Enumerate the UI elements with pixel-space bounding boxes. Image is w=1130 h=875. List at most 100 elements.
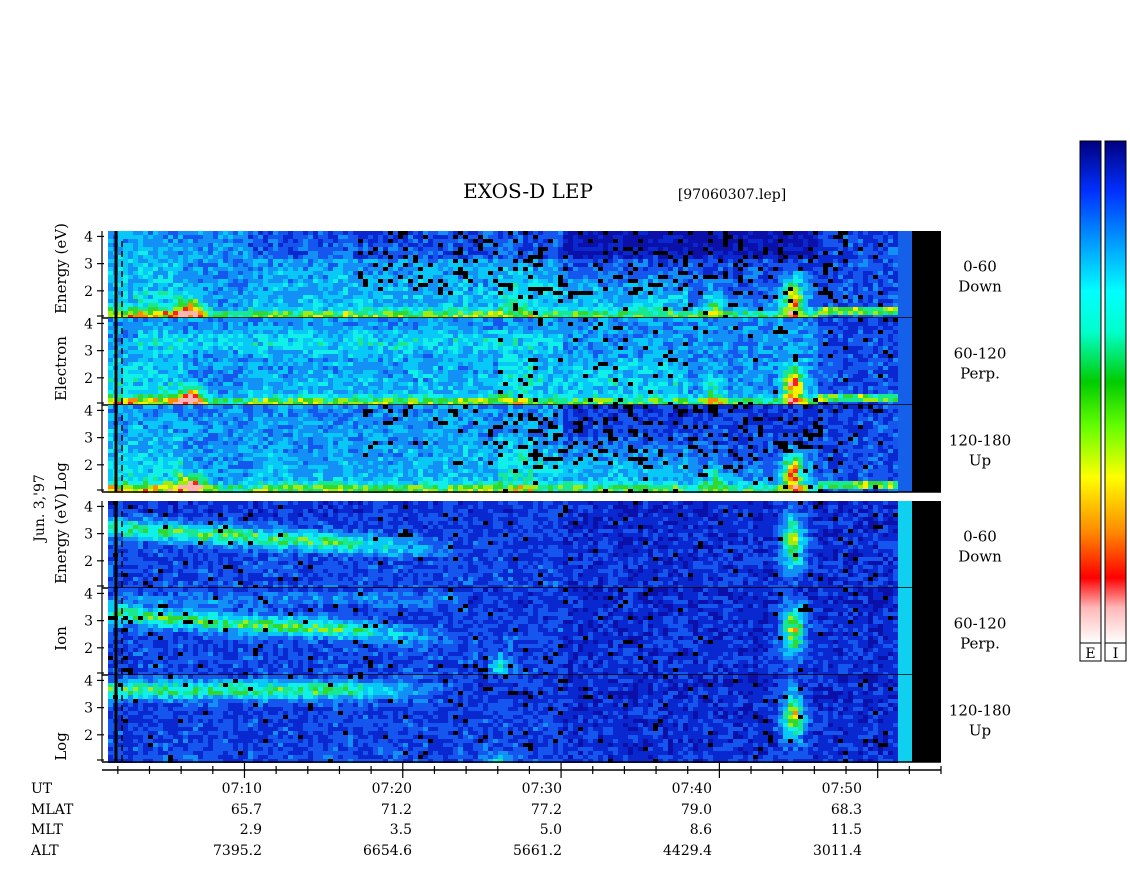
chart-title: EXOS-D LEP [463, 179, 593, 203]
y-ticks: 2 3 4 [84, 403, 104, 491]
y-tick-label: 4 [84, 586, 93, 602]
panel-no-data [912, 675, 941, 762]
y-tick-label: 4 [84, 499, 93, 515]
ephemeris-mlat-value: 77.2 [531, 802, 562, 818]
ephemeris-alt-value: 7395.2 [213, 843, 262, 859]
y-ticks: 2 3 4 [84, 499, 104, 587]
colorbar-electron-label: E [1085, 646, 1095, 662]
y-axis-label: Ion [52, 626, 70, 651]
ephemeris-alt-value: 5661.2 [513, 843, 562, 859]
ephemeris-mlat-value: 68.3 [831, 802, 862, 818]
panel-labels: 0-60 Down 60-120 Perp. 120-180 Up 0-60 Down 60-1… [949, 258, 1011, 740]
ephemeris-mlt-value: 8.6 [690, 822, 712, 838]
y-ticks: 2 3 4 [84, 229, 104, 317]
panel-range-label: 60-120 [954, 615, 1007, 633]
ephemeris-mlat-value: 65.7 [231, 802, 262, 818]
y-tick-label: 3 [84, 527, 93, 543]
panel-direction-label: Perp. [960, 365, 1000, 383]
ephemeris-row-label: UT [31, 781, 53, 797]
ephemeris-table: UT MLAT MLT ALT 07:10 07:20 07:30 07:40 07:50 65.… [30, 781, 862, 859]
colorbar-ion: I [1104, 140, 1127, 662]
y-tick-label: 2 [84, 371, 93, 387]
panel-range-label: 120-180 [949, 702, 1011, 720]
y-ticks: 2 3 4 [84, 586, 104, 674]
colorbar-electron: E [1079, 140, 1102, 662]
y-axis-label: Energy (eV) [52, 493, 70, 584]
ephemeris-alt-value: 6654.6 [363, 843, 412, 859]
spectrogram-panel-electron-120-180: 2 3 4 [84, 403, 941, 493]
panel-end-fill [898, 231, 912, 318]
panel-no-data [912, 405, 941, 492]
y-axis-label: Energy (eV) [52, 223, 70, 314]
file-label: [97060307.lep] [678, 187, 786, 203]
y-tick-label: 3 [84, 257, 93, 273]
colorbar-ion-label-box [1104, 642, 1127, 662]
panel-direction-label: Down [958, 278, 1002, 296]
ephemeris-mlat-value: 71.2 [381, 802, 412, 818]
y-tick-label: 3 [84, 431, 93, 447]
y-tick-label: 3 [84, 701, 93, 717]
y-tick-label: 3 [84, 344, 93, 360]
ephemeris-times-value: 07:10 [222, 781, 262, 797]
spectrogram-panel-ion-120-180: 2 3 4 [84, 673, 941, 763]
y-tick-label: 3 [84, 614, 93, 630]
ephemeris-mlt-value: 5.0 [540, 822, 562, 838]
ephemeris-times-value: 07:50 [822, 781, 862, 797]
panel-end-fill [898, 588, 912, 675]
ephemeris-alt-value: 4429.4 [663, 843, 712, 859]
ephemeris-row-label: MLT [31, 822, 63, 838]
panel-no-data [912, 231, 941, 318]
panel-range-label: 60-120 [954, 345, 1007, 363]
ephemeris-mlt-value: 3.5 [390, 822, 412, 838]
panel-range-label: 120-180 [949, 432, 1011, 450]
panel-direction-label: Perp. [960, 635, 1000, 653]
panel-no-data [912, 588, 941, 675]
panel-end-fill [898, 405, 912, 492]
panel-no-data [912, 318, 941, 405]
colorbar-electron-label-box [1079, 642, 1102, 662]
ephemeris-alt-value: 3011.4 [813, 843, 862, 859]
date-label: Jun. 3,'97 [32, 474, 48, 544]
x-axis [102, 762, 942, 778]
y-axis-labels: Log Electron Energy (eV) Log Ion Energy (eV) [52, 223, 70, 761]
colorbar-electron-gradient [1079, 140, 1102, 644]
ephemeris-mlt-value: 2.9 [240, 822, 262, 838]
panel-end-fill [898, 318, 912, 405]
ephemeris-mlt-value: 11.5 [831, 822, 862, 838]
spectrogram-panel-ion-60-120: 2 3 4 [84, 586, 941, 676]
y-tick-label: 2 [84, 641, 93, 657]
panel-no-data [912, 501, 941, 588]
y-axis-label: Log [52, 732, 70, 761]
ephemeris-times-value: 07:20 [372, 781, 412, 797]
y-tick-label: 4 [84, 229, 93, 245]
y-tick-label: 4 [84, 316, 93, 332]
panel-end-fill [898, 675, 912, 762]
panel-range-label: 0-60 [963, 528, 997, 546]
y-tick-label: 2 [84, 554, 93, 570]
y-tick-label: 4 [84, 673, 93, 689]
panel-direction-label: Up [969, 722, 991, 740]
panel-range-label: 0-60 [963, 258, 997, 276]
y-tick-label: 2 [84, 728, 93, 744]
panel-direction-label: Up [969, 452, 991, 470]
ephemeris-times-value: 07:30 [522, 781, 562, 797]
panel-direction-label: Down [958, 548, 1002, 566]
y-ticks: 2 3 4 [84, 316, 104, 404]
colorbar-ion-label: I [1113, 646, 1119, 662]
y-ticks: 2 3 4 [84, 673, 104, 761]
ephemeris-row-label: ALT [30, 843, 59, 859]
ephemeris-mlat-value: 79.0 [681, 802, 712, 818]
spectrogram-panels: 2 3 4 2 3 4 2 3 4 2 3 4 2 3 4 2 3 4 [84, 229, 941, 763]
colorbar-ion-gradient [1104, 140, 1127, 644]
y-tick-label: 2 [84, 284, 93, 300]
y-axis-label: Log [52, 462, 70, 491]
y-tick-label: 4 [84, 403, 93, 419]
spectrogram-panel-ion-0-60: 2 3 4 [84, 499, 941, 589]
spectrogram-panel-electron-60-120: 2 3 4 [84, 316, 941, 406]
y-axis-label: Electron [52, 336, 70, 401]
ephemeris-times-value: 07:40 [672, 781, 712, 797]
spectrogram-panel-electron-0-60: 2 3 4 [84, 229, 941, 319]
y-tick-label: 2 [84, 458, 93, 474]
ephemeris-row-label: MLAT [31, 802, 74, 818]
